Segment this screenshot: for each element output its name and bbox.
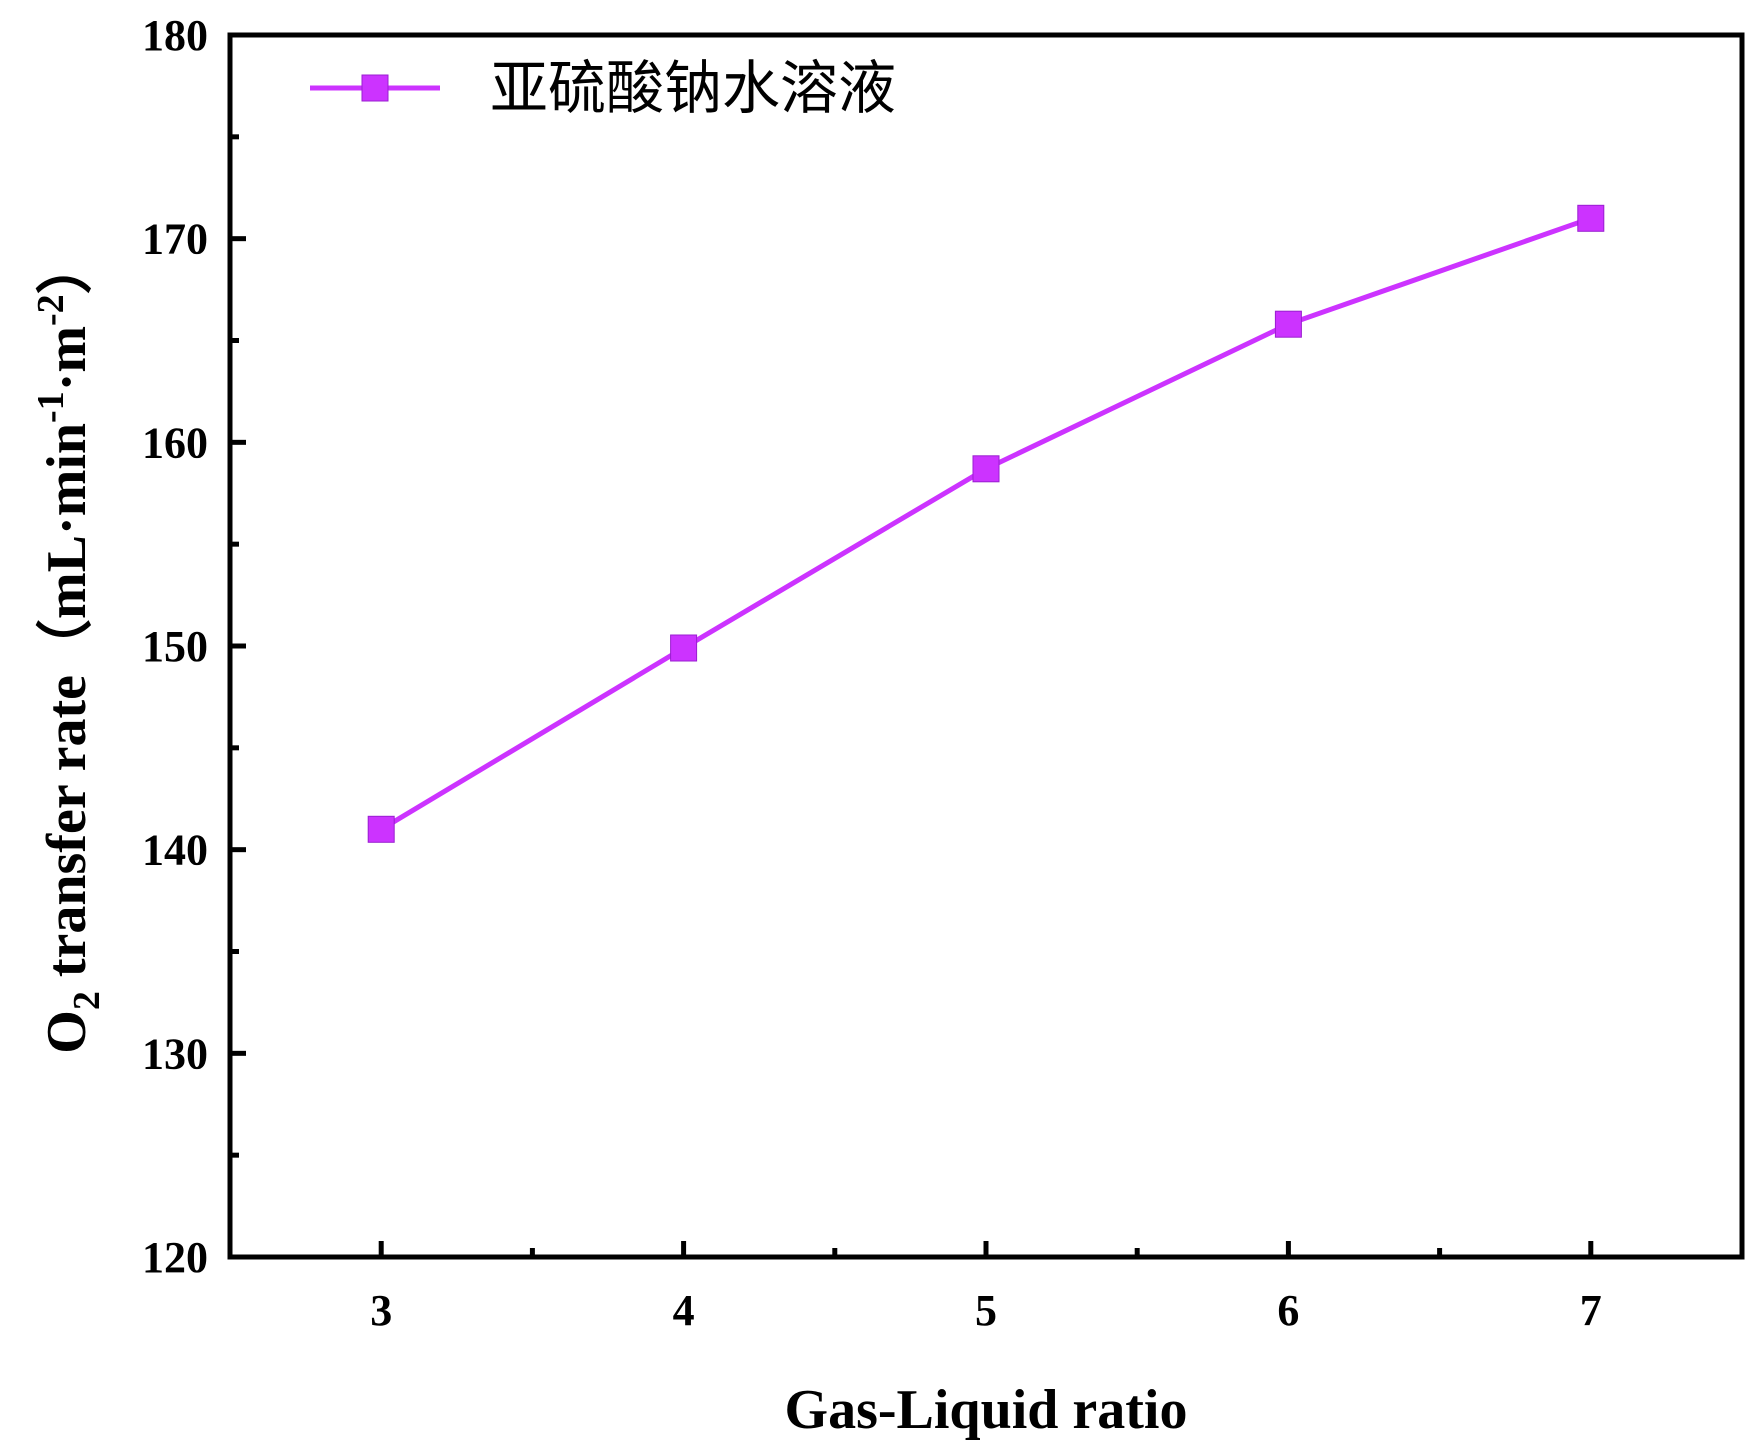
y-tick-label-2: 140 bbox=[142, 826, 208, 875]
data-point-0 bbox=[367, 815, 395, 843]
x-tick-label-4: 7 bbox=[1580, 1286, 1602, 1335]
y-axis-title-main: transfer rate（mL·min bbox=[35, 423, 98, 991]
legend: 亚硫酸钠水溶液 bbox=[310, 54, 896, 122]
x-axis-ticks: 3 4 5 6 7 bbox=[370, 1241, 1602, 1335]
series-markers bbox=[367, 204, 1605, 843]
y-axis-title: O2 transfer rate（mL·min-1·m-2） bbox=[30, 238, 108, 1053]
y-tick-label-0: 120 bbox=[142, 1233, 208, 1282]
y-axis-title-sup1: -1 bbox=[30, 391, 72, 423]
legend-marker bbox=[361, 74, 389, 102]
data-point-3 bbox=[1274, 310, 1302, 338]
y-tick-label-5: 170 bbox=[142, 215, 208, 264]
x-tick-label-0: 3 bbox=[370, 1286, 392, 1335]
y-axis-ticks: 120 130 140 150 160 170 180 bbox=[142, 11, 246, 1282]
data-point-1 bbox=[670, 634, 698, 662]
series-line bbox=[379, 215, 1592, 832]
y-tick-label-4: 160 bbox=[142, 418, 208, 467]
data-point-2 bbox=[972, 455, 1000, 483]
y-axis-title-prefix-sub: 2 bbox=[66, 991, 108, 1010]
y-axis-title-mid: ·m bbox=[36, 326, 98, 391]
y-axis-title-suffix: ） bbox=[35, 238, 98, 294]
x-tick-label-3: 6 bbox=[1277, 1286, 1299, 1335]
x-axis-title: Gas-Liquid ratio bbox=[785, 1379, 1188, 1441]
y-tick-label-6: 180 bbox=[142, 11, 208, 60]
plot-frame bbox=[227, 32, 1745, 1260]
x-tick-label-1: 4 bbox=[673, 1286, 695, 1335]
y-axis-title-prefix: O bbox=[36, 1010, 98, 1054]
data-point-4 bbox=[1577, 204, 1605, 232]
y-axis-title-sup2: -2 bbox=[30, 294, 72, 326]
x-tick-label-2: 5 bbox=[975, 1286, 997, 1335]
y-tick-label-3: 150 bbox=[142, 622, 208, 671]
y-tick-label-1: 130 bbox=[142, 1029, 208, 1078]
legend-label: 亚硫酸钠水溶液 bbox=[490, 54, 896, 122]
